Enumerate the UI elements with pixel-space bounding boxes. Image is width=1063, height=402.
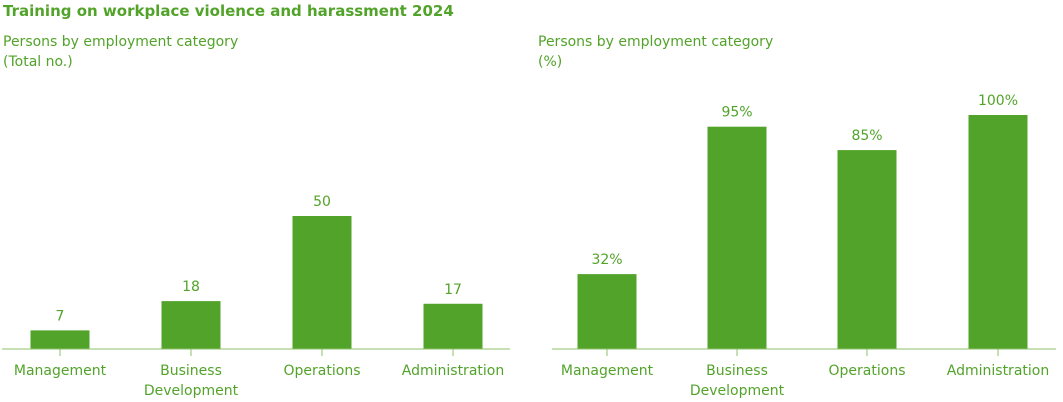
- category-label: Administration: [947, 363, 1049, 379]
- bar: [577, 274, 637, 349]
- right-subtitle: Persons by employment category: [538, 34, 774, 50]
- value-label: 95%: [721, 105, 752, 121]
- category-label: Development: [144, 383, 239, 399]
- value-label: 85%: [851, 128, 882, 144]
- category-label: Operations: [284, 363, 361, 379]
- category-label: Operations: [829, 363, 906, 379]
- value-label: 50: [313, 194, 331, 210]
- left-subtitle: Persons by employment category: [3, 34, 239, 50]
- bar: [30, 330, 90, 349]
- category-label: Business: [160, 363, 222, 379]
- bar: [968, 115, 1028, 349]
- bar: [161, 301, 221, 349]
- value-label: 18: [182, 279, 200, 295]
- category-label: Administration: [402, 363, 504, 379]
- category-label: Management: [14, 363, 107, 379]
- category-label: Management: [561, 363, 654, 379]
- left-chart-subtitle: Persons by employment category (Total no…: [3, 32, 238, 72]
- page-title: Training on workplace violence and haras…: [3, 2, 454, 20]
- left-unit-label: (Total no.): [3, 54, 73, 70]
- value-label: 7: [56, 308, 65, 324]
- right-chart-subtitle: Persons by employment category (%): [538, 32, 773, 72]
- value-label: 32%: [591, 252, 622, 268]
- right-unit-label: (%): [538, 54, 563, 70]
- bar: [423, 303, 483, 349]
- category-label: Development: [690, 383, 785, 399]
- bar: [707, 126, 767, 349]
- bar: [292, 216, 352, 349]
- value-label: 17: [444, 282, 462, 298]
- bar: [837, 150, 897, 349]
- value-label: 100%: [978, 93, 1018, 109]
- category-label: Business: [706, 363, 768, 379]
